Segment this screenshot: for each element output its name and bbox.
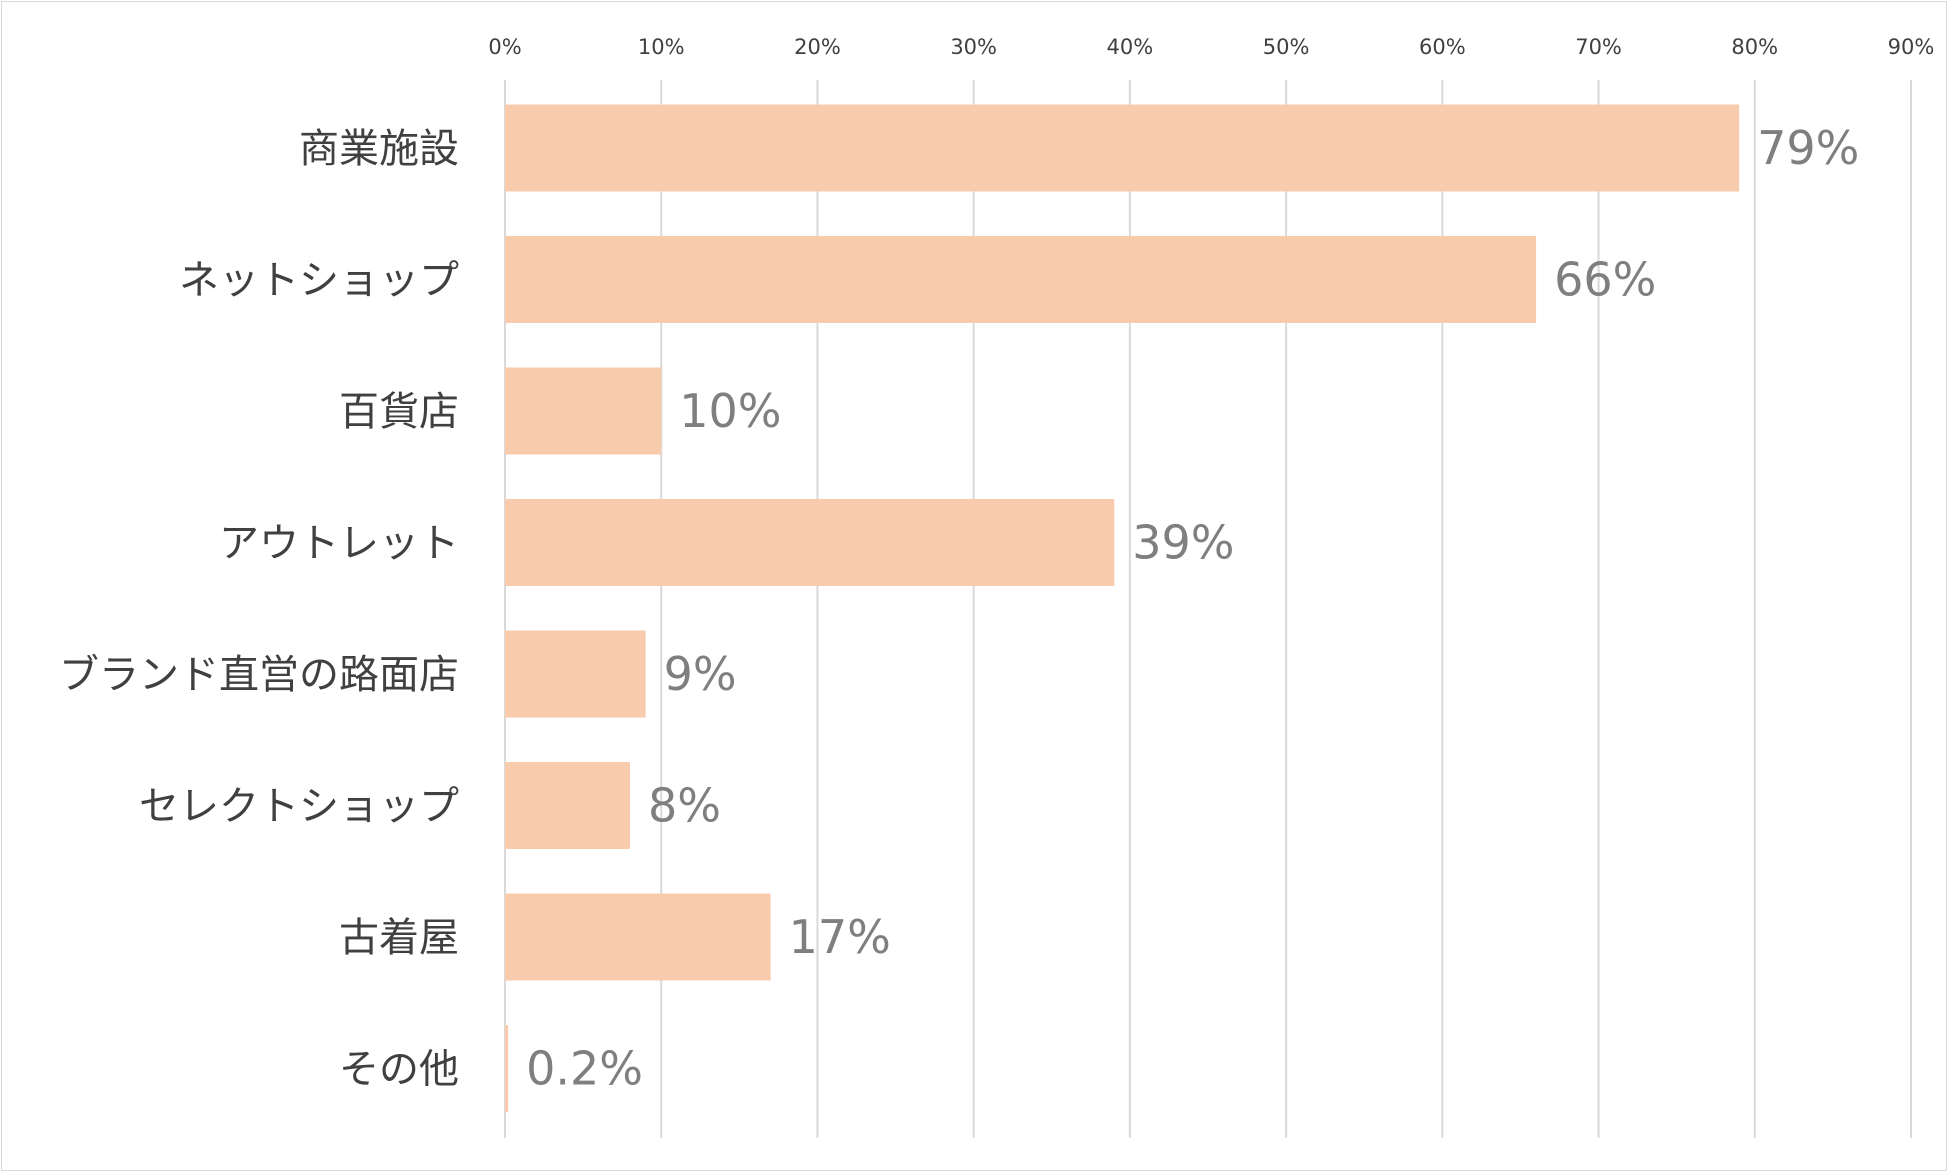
x-tick-label: 80% — [1731, 35, 1778, 59]
x-axis-ticks: 0% 10% 20% 30% 40% 50% 60% 70% 80% 90% — [488, 35, 1934, 59]
category-label: 百貨店 — [339, 389, 459, 435]
category-label: セレクトショップ — [139, 784, 459, 830]
bar — [505, 1025, 509, 1112]
category-label: ネットショップ — [179, 258, 459, 304]
data-label: 39% — [1132, 516, 1234, 570]
x-tick-label: 90% — [1888, 35, 1935, 59]
data-label: 8% — [648, 779, 721, 833]
x-tick-label: 40% — [1107, 35, 1154, 59]
x-tick-label: 20% — [794, 35, 841, 59]
x-tick-label: 0% — [488, 35, 521, 59]
x-tick-label: 50% — [1263, 35, 1310, 59]
category-label: ブランド直営の路面店 — [59, 652, 459, 698]
x-tick-label: 10% — [638, 35, 685, 59]
category-label: アウトレット — [219, 521, 459, 567]
bar — [505, 367, 662, 455]
category-label: その他 — [339, 1047, 459, 1093]
category-labels: 商業施設ネットショップ百貨店アウトレットブランド直営の路面店セレクトショップ古着… — [59, 126, 459, 1093]
x-tick-label: 60% — [1419, 35, 1466, 59]
bar — [505, 104, 1740, 192]
bar — [505, 236, 1537, 323]
bar — [505, 630, 646, 718]
data-labels: 79% 66% 10% 39% 9% 8% 17% 0.2% — [526, 121, 1859, 1096]
data-label: 0.2% — [526, 1042, 643, 1096]
data-label: 9% — [664, 647, 737, 701]
data-label: 17% — [789, 910, 891, 964]
bar — [505, 893, 771, 981]
data-label: 66% — [1554, 253, 1656, 307]
data-label: 10% — [679, 384, 781, 438]
bar — [505, 499, 1115, 586]
x-tick-label: 70% — [1575, 35, 1622, 59]
x-tick-label: 30% — [950, 35, 997, 59]
category-label: 商業施設 — [299, 126, 459, 172]
bar — [505, 762, 630, 849]
category-label: 古着屋 — [339, 915, 459, 961]
bars — [505, 104, 1740, 1112]
data-label: 79% — [1757, 121, 1859, 175]
